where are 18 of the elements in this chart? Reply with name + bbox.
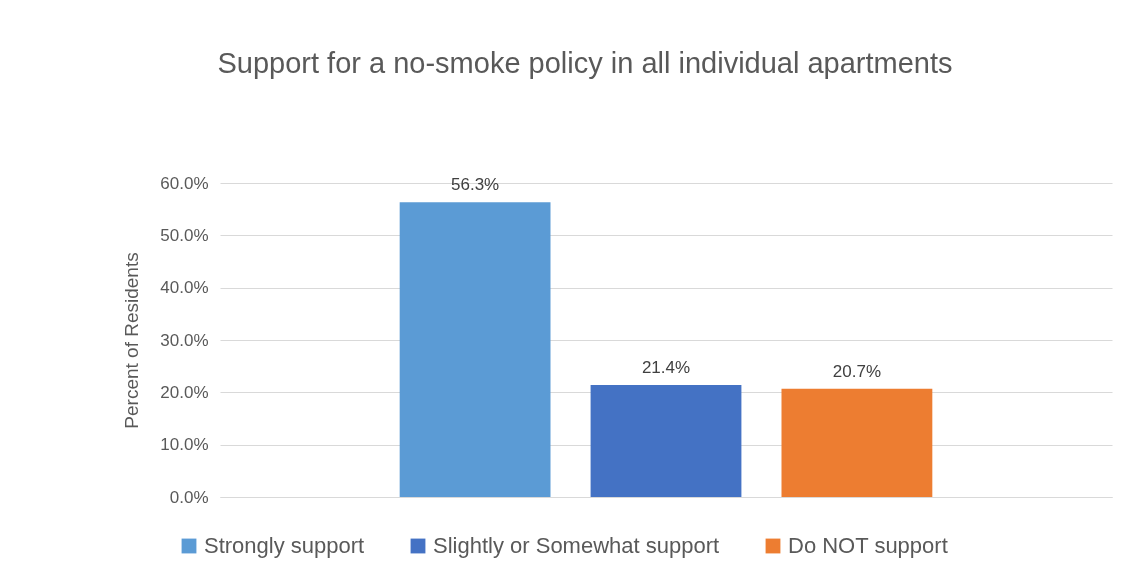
y-tick-label: 60.0% [160, 173, 209, 193]
chart-title: Support for a no-smoke policy in all individual apartments [217, 47, 953, 79]
y-tick-label: 40.0% [160, 278, 209, 298]
data-label: 20.7% [832, 361, 882, 381]
bar [590, 385, 742, 497]
bar [399, 202, 551, 497]
y-tick-label: 0.0% [169, 487, 209, 507]
y-tick-label: 20.0% [160, 382, 209, 402]
data-label: 56.3% [450, 175, 500, 195]
legend-label: Slightly or Somewhat support [433, 533, 720, 558]
y-tick-label: 10.0% [160, 435, 209, 455]
bar [781, 388, 933, 497]
y-axis-title: Percent of Residents [121, 252, 143, 429]
y-tick-label: 30.0% [160, 330, 209, 350]
legend-label: Do NOT support [788, 533, 948, 558]
data-label: 21.4% [641, 358, 691, 378]
y-tick-label: 50.0% [160, 225, 209, 245]
legend-label: Strongly support [204, 533, 365, 558]
